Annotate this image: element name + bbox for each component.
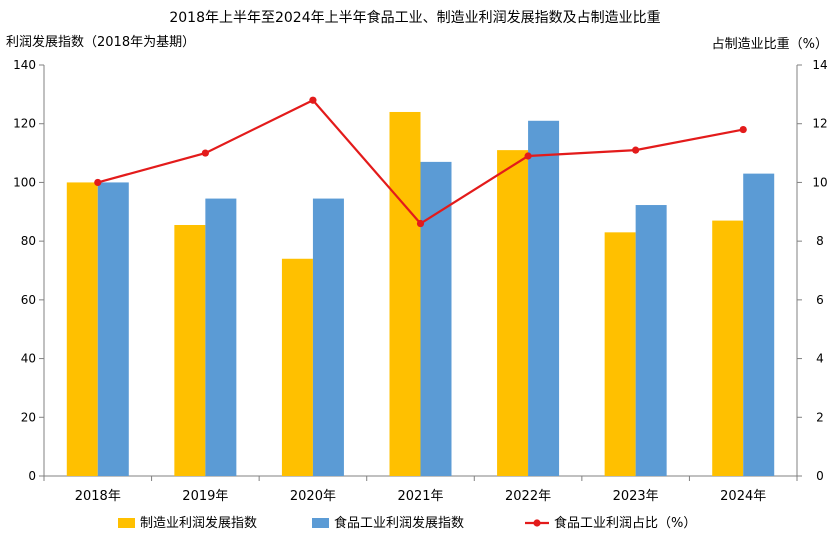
bar-food-industry xyxy=(97,182,129,476)
x-tick-label: 2018年 xyxy=(75,489,121,504)
left-tick-label: 100 xyxy=(13,175,36,189)
bar-food-industry xyxy=(205,198,237,476)
x-tick-label: 2019年 xyxy=(182,489,228,504)
bar-manufacturing xyxy=(281,258,313,476)
share-point xyxy=(94,178,102,187)
bars xyxy=(66,111,775,477)
left-tick-label: 140 xyxy=(13,58,36,72)
right-tick-label: 8 xyxy=(816,234,824,248)
bar-manufacturing xyxy=(174,224,206,476)
legend-swatch xyxy=(312,518,329,528)
bar-manufacturing xyxy=(66,182,98,476)
x-tick-label: 2023年 xyxy=(613,489,659,504)
right-tick-label: 0 xyxy=(816,469,824,483)
right-tick-label: 12 xyxy=(812,117,827,131)
share-point xyxy=(309,96,317,104)
right-tick-label: 4 xyxy=(816,352,824,366)
left-tick-label: 20 xyxy=(21,410,36,424)
bar-food-industry xyxy=(743,173,775,476)
x-tick-label: 2021年 xyxy=(397,489,443,504)
legend-label: 食品工业利润发展指数 xyxy=(334,515,464,531)
right-tick-label: 14 xyxy=(812,58,827,72)
left-tick-label: 40 xyxy=(21,352,36,366)
axes: 0 20 40 60 80 100 120 140 0 2 4 6 8 10 12 14 2018年 2019年 2… xyxy=(13,58,828,504)
legend-marker xyxy=(533,519,541,527)
bar-manufacturing xyxy=(389,111,421,476)
share-point xyxy=(201,149,209,157)
bar-food-industry xyxy=(635,205,667,476)
left-tick-label: 80 xyxy=(21,234,36,248)
left-tick-label: 0 xyxy=(28,469,36,483)
bar-food-industry xyxy=(528,120,560,477)
bar-manufacturing xyxy=(604,232,636,476)
legend-label: 制造业利润发展指数 xyxy=(140,515,257,531)
right-tick-label: 2 xyxy=(816,410,824,424)
legend-label: 食品工业利润占比（%） xyxy=(554,515,696,531)
bar-manufacturing xyxy=(497,150,529,476)
bar-food-industry xyxy=(312,198,344,476)
share-point xyxy=(524,152,532,160)
line-series xyxy=(94,96,747,228)
bar-food-industry xyxy=(420,161,452,476)
share-point xyxy=(632,146,640,154)
share-point xyxy=(416,219,425,228)
x-tick-label: 2024年 xyxy=(720,489,766,504)
x-tick-label: 2020年 xyxy=(290,489,336,504)
left-axis-label: 利润发展指数（2018年为基期） xyxy=(6,34,195,50)
right-tick-label: 6 xyxy=(816,293,824,307)
x-tick-label: 2022年 xyxy=(505,489,551,504)
right-tick-label: 10 xyxy=(812,175,827,189)
bar-manufacturing xyxy=(712,220,744,476)
right-axis-label: 占制造业比重（%） xyxy=(712,36,828,52)
left-tick-label: 120 xyxy=(13,117,36,131)
share-point xyxy=(739,125,747,134)
legend-swatch xyxy=(118,518,135,528)
chart-title: 2018年上半年至2024年上半年食品工业、制造业利润发展指数及占制造业比重 xyxy=(169,9,660,26)
legend: 制造业利润发展指数 食品工业利润发展指数 食品工业利润占比（%） xyxy=(118,515,696,531)
left-tick-label: 60 xyxy=(21,293,36,307)
